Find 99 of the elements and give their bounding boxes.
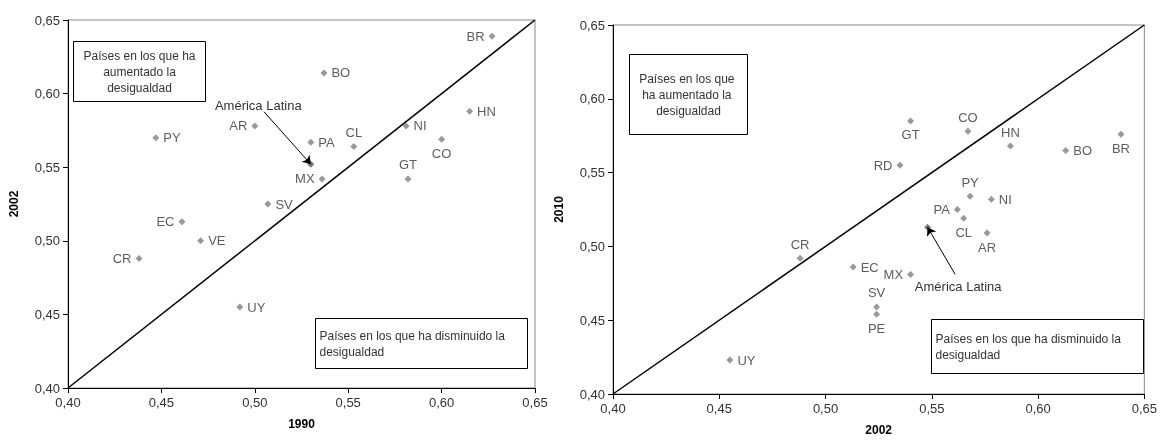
x-tick-label: 0,60 (1025, 401, 1051, 416)
x-tick-label: 0,50 (242, 395, 268, 410)
x-tick-label: 0,40 (55, 395, 81, 410)
point (849, 263, 857, 271)
series-label: AR (978, 239, 997, 255)
point (178, 218, 186, 226)
x-tick-label: 0,55 (919, 401, 945, 416)
series-label: CR (790, 236, 810, 252)
series-label: BR (1111, 140, 1130, 156)
x-tick-label: 0,60 (428, 395, 455, 410)
series-label: EC (156, 214, 175, 230)
x-tick-label: 0,45 (148, 395, 175, 410)
point (307, 138, 315, 146)
x-tick-label: 0,65 (1131, 401, 1158, 416)
x-axis-title: 2002 (865, 423, 893, 437)
series-label: PY (961, 174, 980, 190)
series-label: EC (860, 259, 879, 275)
series-label: CL (955, 224, 972, 240)
series-label: CO (431, 145, 452, 161)
point (488, 32, 496, 40)
y-tick-label: 0,50 (34, 233, 60, 249)
point (320, 69, 328, 77)
annotation: Países en los que ha disminuido la desigualdad (319, 328, 509, 359)
series-label: NI (413, 118, 427, 134)
series-label: HN (477, 103, 496, 119)
point (318, 175, 326, 183)
annotation: América Latina (914, 278, 1003, 294)
x-axis-title: 1990 (288, 417, 316, 431)
y-axis-title: 2002 (7, 190, 21, 218)
y-axis-title: 2010 (552, 195, 566, 223)
series-label: CO (958, 109, 978, 125)
point (466, 107, 474, 115)
point (251, 122, 259, 130)
annotation: Países en los que ha aumentado la desigualdad (639, 71, 738, 118)
y-tick-label: 0,40 (34, 380, 60, 396)
series-label: PE (867, 320, 886, 336)
series-label: SV (867, 285, 886, 301)
y-tick-label: 0,45 (34, 306, 60, 322)
series-label: VE (208, 233, 226, 249)
x-tick-label: 0,65 (522, 395, 548, 410)
series-label: BO (331, 65, 351, 81)
point (236, 303, 244, 311)
point (907, 117, 915, 125)
point (873, 310, 881, 318)
point (438, 135, 446, 143)
point (404, 175, 412, 183)
series-label: PA (933, 202, 951, 217)
point (960, 214, 968, 222)
series-label: BO (1073, 142, 1093, 158)
point (1062, 146, 1070, 154)
y-tick-label: 0,45 (579, 312, 605, 328)
point (907, 270, 915, 278)
point (983, 229, 991, 237)
x-tick-label: 0,45 (706, 401, 732, 416)
y-tick-label: 0,65 (34, 12, 60, 28)
x-tick-label: 0,55 (335, 395, 361, 410)
point (873, 303, 881, 311)
point (726, 356, 734, 364)
series-label: BR (466, 28, 485, 44)
series-label: PA (318, 134, 336, 150)
point (966, 192, 974, 200)
point (796, 254, 804, 262)
point (896, 161, 904, 169)
y-tick-label: 0,55 (34, 159, 60, 175)
y-tick-label: 0,60 (579, 91, 605, 107)
point (197, 237, 205, 245)
series-label: RD (873, 157, 893, 173)
annotation: América Latina (214, 97, 303, 113)
annotation: Países en los que ha aumentado la desigualdad (83, 48, 196, 95)
series-label: NI (998, 191, 1012, 207)
series-label: UY (737, 352, 756, 368)
point (1117, 130, 1125, 138)
series-label: GT (398, 157, 418, 173)
series-label: SV (275, 196, 294, 212)
series-label: HN (1001, 124, 1020, 140)
series-label: MX (295, 171, 315, 187)
y-tick-label: 0,65 (579, 17, 605, 33)
point (953, 206, 961, 213)
y-tick-label: 0,55 (579, 165, 605, 181)
annotation: Países en los que ha disminuido la desigualdad (935, 331, 1125, 362)
point (987, 195, 995, 203)
point (135, 254, 143, 262)
series-label: GT (901, 127, 920, 143)
point (402, 122, 410, 130)
x-tick-label: 0,40 (600, 401, 626, 416)
series-label: MX (883, 266, 904, 282)
point (1006, 142, 1014, 150)
series-label: AR (229, 118, 248, 134)
series-label: PY (163, 130, 181, 146)
series-label: UY (247, 299, 266, 315)
point (350, 143, 358, 151)
y-tick-label: 0,60 (34, 86, 60, 102)
series-label: CR (112, 250, 132, 266)
point (152, 134, 160, 142)
point (264, 200, 272, 208)
point (964, 127, 972, 135)
series-label: CL (345, 125, 363, 141)
x-tick-label: 0,50 (812, 401, 839, 416)
y-tick-label: 0,50 (579, 238, 605, 254)
